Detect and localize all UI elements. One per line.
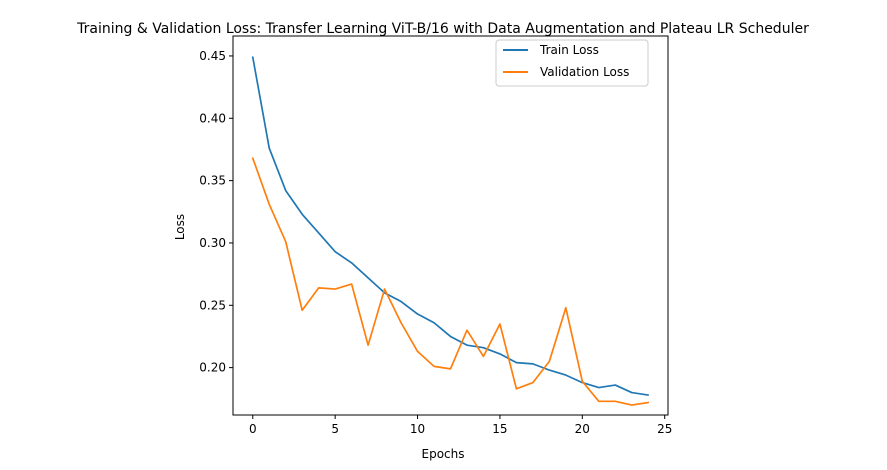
x-axis-label: Epochs	[422, 447, 465, 461]
legend-label-train-loss: Train Loss	[539, 43, 599, 57]
x-tick-label: 25	[657, 422, 672, 436]
y-tick-label: 0.35	[199, 174, 226, 188]
series-layer	[251, 56, 650, 406]
chart-title: Training & Validation Loss: Transfer Lea…	[76, 21, 809, 37]
series-line-validation-loss	[251, 157, 650, 406]
y-tick-label: 0.30	[199, 236, 226, 250]
x-axis-ticks: 0 5 10 15 20 25	[249, 415, 672, 436]
y-tick-label: 0.45	[199, 49, 226, 63]
y-tick-label: 0.25	[199, 298, 226, 312]
series-line-train-loss	[251, 56, 650, 396]
legend-box	[495, 39, 649, 87]
legend-label-validation-loss: Validation Loss	[540, 65, 629, 79]
x-tick-label: 20	[575, 422, 590, 436]
y-axis-ticks: 0.20 0.25 0.30 0.35 0.40 0.45	[199, 49, 233, 375]
x-tick-label: 15	[492, 422, 507, 436]
y-tick-label: 0.40	[199, 111, 226, 125]
y-axis-label: Loss	[173, 214, 187, 240]
legend: Train Loss Validation Loss	[495, 39, 649, 87]
y-tick-label: 0.20	[199, 361, 226, 375]
x-tick-label: 0	[249, 422, 257, 436]
x-tick-label: 5	[331, 422, 339, 436]
plot-area-frame	[232, 35, 669, 416]
x-tick-label: 10	[410, 422, 425, 436]
